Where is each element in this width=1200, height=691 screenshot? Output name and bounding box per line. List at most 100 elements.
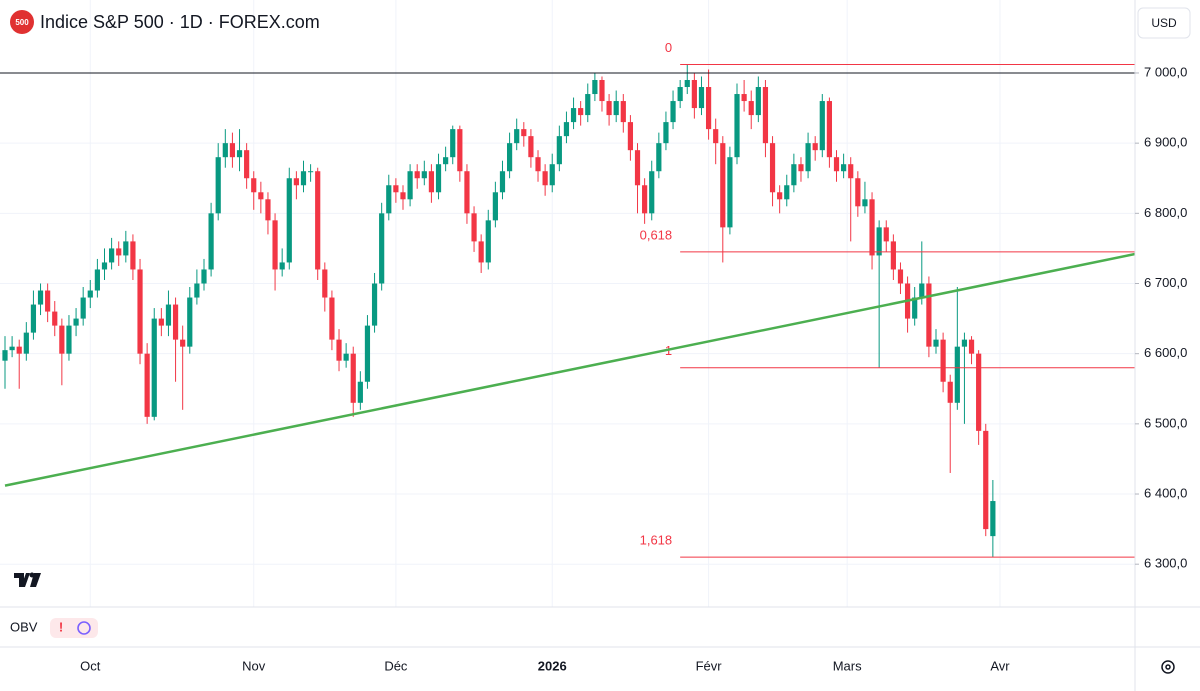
candle-body	[919, 283, 925, 298]
candle-body	[890, 241, 896, 270]
candle-body	[229, 143, 236, 158]
indicator-status[interactable]	[50, 618, 98, 638]
x-tick-label: Avr	[990, 658, 1010, 673]
candle-body	[478, 241, 484, 263]
candle-body	[862, 199, 868, 207]
candle-body	[769, 143, 776, 193]
candle-body	[926, 283, 932, 347]
candle-body	[535, 157, 541, 172]
candle-body	[570, 108, 577, 123]
candle-body	[187, 297, 193, 347]
candle-body	[933, 339, 939, 347]
candle-body	[670, 101, 676, 123]
candle-body	[819, 101, 825, 151]
candle-body	[16, 346, 22, 354]
y-tick-label: 6 500,0	[1144, 415, 1187, 430]
candle-body	[52, 311, 58, 326]
candle-body	[848, 164, 854, 179]
candle-body	[322, 269, 328, 298]
fib-label: 1,618	[640, 533, 673, 548]
candle-body	[613, 101, 619, 116]
settings-icon[interactable]	[1161, 660, 1175, 674]
candle-body	[450, 129, 456, 158]
candle-body	[876, 227, 882, 256]
candle-body	[101, 262, 108, 270]
candle-body	[968, 339, 975, 354]
candle-body	[336, 339, 342, 361]
candle-body	[80, 297, 86, 319]
candle-body	[265, 199, 271, 221]
currency-button[interactable]	[1137, 7, 1191, 39]
candle-body	[869, 199, 875, 256]
candle-body	[976, 353, 982, 431]
candle-body	[357, 381, 363, 403]
candle-body	[59, 325, 65, 354]
candle-body	[912, 297, 918, 319]
candle-body	[73, 318, 79, 326]
candle-body	[542, 171, 548, 186]
candle-body	[180, 339, 186, 347]
candle-body	[293, 178, 299, 186]
candle-body	[684, 79, 690, 88]
candle-body	[961, 339, 968, 347]
candle-body	[777, 192, 783, 200]
symbol-icon-text: 500	[15, 18, 29, 27]
candle-body	[805, 143, 811, 172]
candle-body	[506, 143, 513, 172]
candle-body	[109, 248, 115, 263]
warning-icon: !	[59, 619, 63, 634]
y-tick-label: 7 000,0	[1144, 64, 1187, 79]
candle-body	[841, 164, 847, 172]
candle-body	[215, 157, 221, 214]
candle-body	[812, 143, 818, 151]
candle-body	[23, 332, 29, 354]
candle-body	[435, 164, 442, 193]
candle-body	[279, 262, 285, 270]
candle-body	[940, 339, 946, 382]
settings-icon-center	[1165, 664, 1171, 670]
candle-body	[883, 227, 889, 242]
candle-body	[201, 269, 207, 284]
candle-body	[627, 122, 634, 151]
candle-body	[727, 157, 733, 228]
candle-body	[698, 87, 705, 109]
candle-body	[585, 94, 591, 116]
candle-body	[791, 164, 797, 186]
candle-body	[144, 353, 150, 417]
refresh-icon[interactable]	[77, 621, 91, 635]
candle-body	[762, 87, 769, 144]
candle-body	[286, 178, 292, 263]
candle-body	[94, 269, 100, 291]
candle-body	[492, 192, 498, 221]
candle-body	[578, 108, 584, 116]
candle-body	[656, 143, 662, 172]
candle-body	[784, 185, 790, 200]
candle-body	[2, 350, 8, 361]
candle-body	[194, 283, 200, 298]
candle-body	[663, 122, 669, 144]
candle-body	[833, 157, 840, 172]
candle-body	[37, 290, 44, 305]
candle-body	[634, 150, 641, 186]
candle-body	[713, 129, 719, 144]
candle-body	[705, 87, 712, 130]
x-tick-label: 2026	[538, 658, 567, 673]
candle-body	[244, 150, 250, 179]
candle-body	[499, 171, 506, 193]
y-tick-label: 6 600,0	[1144, 345, 1187, 360]
candle-body	[443, 157, 449, 165]
candle-body	[947, 381, 953, 403]
candle-body	[258, 192, 264, 200]
candle-body	[741, 94, 747, 102]
currency-label: USD	[1151, 16, 1177, 30]
candle-body	[826, 101, 833, 158]
candle-body	[251, 178, 257, 193]
candle-body	[514, 129, 520, 144]
candle-body	[983, 430, 989, 530]
candle-body	[393, 185, 399, 193]
candle-body	[208, 213, 214, 270]
candle-body	[592, 79, 598, 95]
candle-body	[137, 269, 143, 354]
trendline	[4, 252, 1136, 487]
candle-body	[343, 353, 349, 361]
